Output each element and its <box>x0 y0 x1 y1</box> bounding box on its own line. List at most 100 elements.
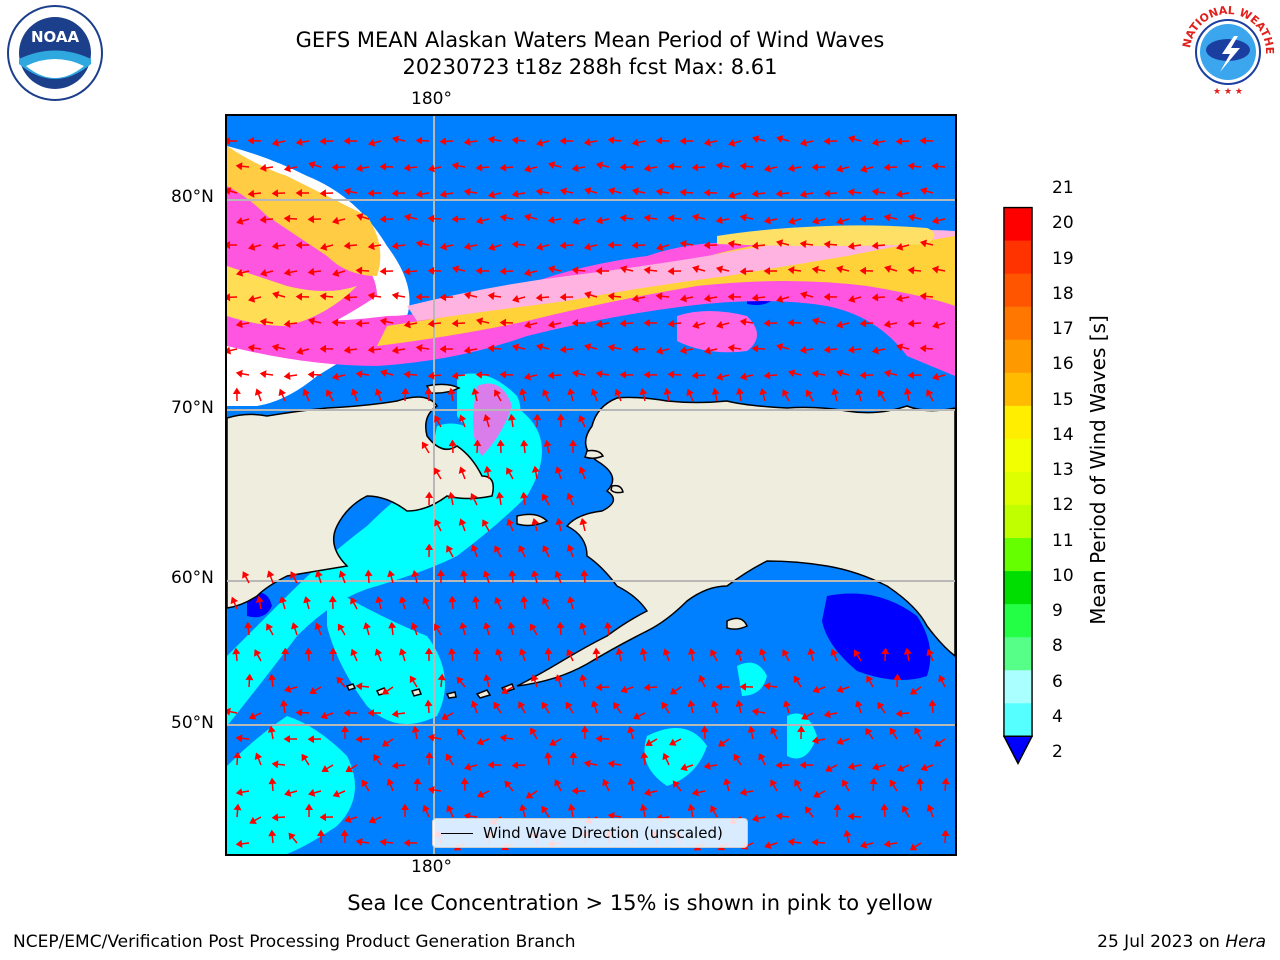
wind-wave-arrowhead <box>805 389 813 398</box>
wind-wave-arrowhead <box>799 761 807 770</box>
wind-wave-arrowhead <box>295 708 303 717</box>
wind-wave-arrowhead <box>456 676 464 685</box>
wind-wave-arrowhead <box>812 685 820 694</box>
wind-wave-arrowhead <box>584 343 592 352</box>
wind-wave-arrowhead <box>283 371 291 380</box>
wind-wave-arrowhead <box>614 388 622 397</box>
wind-wave-arrowhead <box>415 189 423 198</box>
footer-producer: NCEP/EMC/Verification Post Processing Pr… <box>13 932 576 952</box>
footer-host: Hera <box>1225 932 1266 952</box>
wind-wave-arrowhead <box>271 138 280 147</box>
wind-wave-arrowhead <box>739 213 747 222</box>
wind-wave-arrowhead <box>776 135 784 143</box>
wind-wave-arrowhead <box>869 777 878 785</box>
wind-wave-arrowhead <box>607 343 615 352</box>
wind-wave-arrowhead <box>811 838 819 847</box>
wind-wave-arrowhead <box>254 649 262 657</box>
wind-wave-arrowhead <box>847 241 855 250</box>
wind-wave-arrowhead <box>941 777 950 785</box>
wind-wave-arrowhead <box>496 439 505 447</box>
wind-wave-arrowhead <box>823 292 831 301</box>
wind-wave-arrowhead <box>896 343 904 352</box>
wind-wave-arrowhead <box>233 751 242 759</box>
wind-wave-arrowhead <box>284 685 292 693</box>
wind-wave-arrowhead <box>227 240 230 250</box>
wind-wave-arrowhead <box>547 215 555 224</box>
wind-wave-arrowhead <box>567 596 575 604</box>
wind-wave-arrowhead <box>409 675 417 684</box>
colorbar-tick-label: 13 <box>1052 460 1074 480</box>
wind-wave-arrowhead <box>248 242 256 251</box>
wind-wave-arrowhead <box>763 216 771 225</box>
wind-wave-arrowhead <box>739 267 747 276</box>
wind-wave-arrowhead <box>415 136 423 145</box>
wind-wave-arrowhead <box>823 189 831 198</box>
wind-wave-arrowhead <box>884 265 892 273</box>
wind-wave-arrowhead <box>811 736 819 745</box>
wind-wave-arrowhead <box>391 709 399 718</box>
wind-wave-arrowhead <box>919 136 927 145</box>
wind-wave-arrowhead <box>439 190 447 199</box>
wind-wave-arrowhead <box>700 725 709 733</box>
wind-wave-arrowhead <box>307 267 315 276</box>
wind-wave-arrowhead <box>544 647 553 655</box>
wind-wave-arrowhead <box>703 188 711 197</box>
wind-wave-arrowhead <box>739 162 747 171</box>
wind-wave-arrowhead <box>770 726 778 735</box>
wind-wave-arrowhead <box>907 162 915 171</box>
map-legend: Wind Wave Direction (unscaled) <box>432 818 748 848</box>
wind-wave-arrowhead <box>843 829 852 838</box>
wind-wave-arrowhead <box>425 751 434 759</box>
wind-wave-arrowhead <box>703 762 711 771</box>
wind-wave-arrowhead <box>350 388 359 396</box>
wind-wave-arrowhead <box>487 760 495 769</box>
wind-wave-arrowhead <box>447 491 456 499</box>
wind-wave-arrowhead <box>715 682 722 691</box>
colorbar-cell <box>1003 240 1033 275</box>
wind-wave-arrowhead <box>295 241 303 250</box>
wind-wave-arrowhead <box>903 647 912 655</box>
wind-wave-arrowhead <box>463 291 472 300</box>
wind-wave-arrowhead <box>295 292 303 301</box>
wind-wave-arrowhead <box>247 189 255 198</box>
wind-wave-arrowhead <box>595 734 603 743</box>
wind-wave-arrowhead <box>260 268 268 277</box>
wind-wave-arrowhead <box>415 344 423 353</box>
wind-wave-arrowhead <box>541 493 549 502</box>
wind-wave-arrowhead <box>782 649 790 657</box>
wind-wave-arrowhead <box>871 293 879 302</box>
wind-wave-arrowhead <box>448 647 457 655</box>
wind-wave-arrowhead <box>235 320 243 329</box>
wind-wave-arrowhead <box>679 188 687 197</box>
wind-wave-arrowhead <box>643 788 651 797</box>
wind-wave-arrowhead <box>751 814 759 823</box>
wind-wave-arrowhead <box>775 761 783 770</box>
wind-wave-arrowhead <box>367 291 375 300</box>
wind-wave-arrowhead <box>391 761 399 770</box>
wind-wave-arrowhead <box>559 136 566 146</box>
wind-wave-arrowhead <box>698 674 706 683</box>
colorbar-cell <box>1003 670 1033 704</box>
wind-wave-arrowhead <box>475 163 483 172</box>
wind-wave-arrowhead <box>499 370 507 379</box>
wind-wave-arrowhead <box>535 293 543 302</box>
wind-wave-arrowhead <box>398 648 407 656</box>
wind-wave-arrowhead <box>401 387 410 395</box>
wind-wave-arrowhead <box>643 370 651 379</box>
wind-wave-arrowhead <box>571 319 579 328</box>
wind-wave-arrowhead <box>451 215 459 224</box>
wind-wave-arrowhead <box>403 213 412 222</box>
wind-wave-arrowhead <box>926 648 934 657</box>
wind-wave-arrowhead <box>536 242 544 251</box>
map-panel <box>225 114 957 856</box>
wind-wave-arrowhead <box>488 243 496 251</box>
wind-wave-arrowhead <box>451 265 460 274</box>
wind-wave-arrowhead <box>669 738 677 746</box>
wind-wave-arrowhead <box>363 622 371 630</box>
wind-wave-arrowhead <box>848 135 856 143</box>
wind-wave-arrowhead <box>680 763 688 772</box>
wind-wave-arrowhead <box>472 595 481 603</box>
wind-wave-arrowhead <box>607 241 615 250</box>
wind-wave-arrowhead <box>556 413 565 421</box>
wind-wave-arrowhead <box>350 597 358 605</box>
